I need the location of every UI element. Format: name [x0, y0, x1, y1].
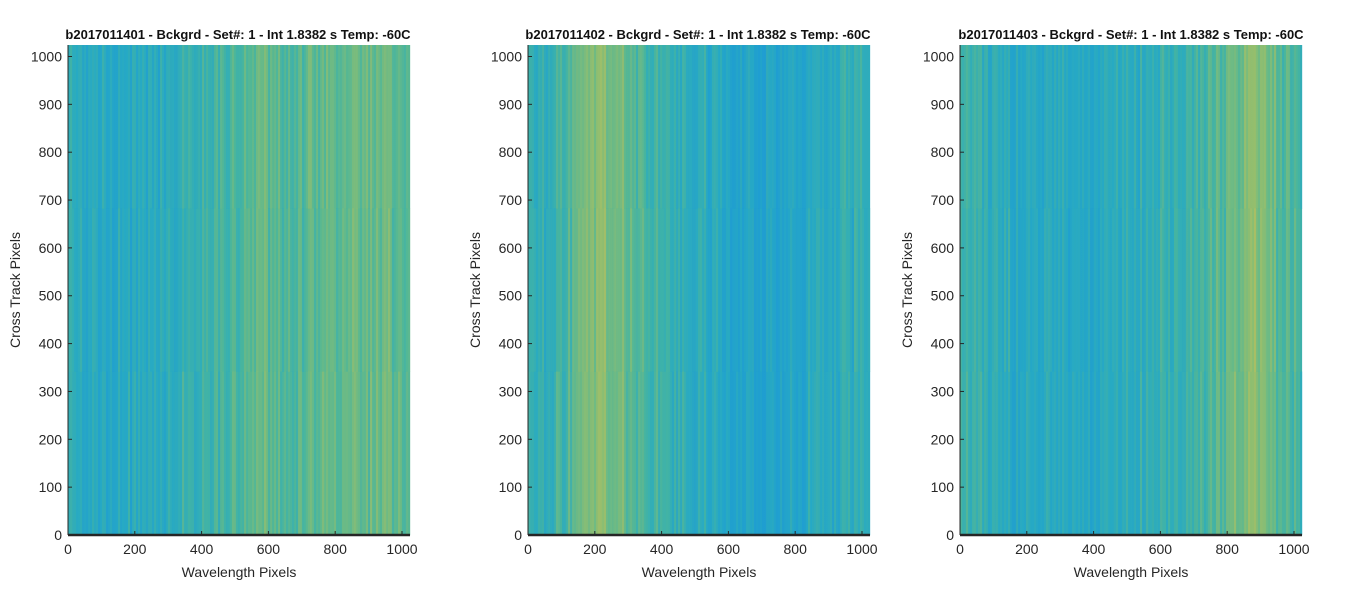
y-tick-label: 800: [39, 144, 63, 160]
y-tick-label: 400: [931, 336, 955, 352]
y-tick-label: 600: [499, 240, 523, 256]
x-tick-label: 200: [583, 541, 607, 557]
y-tick-label: 900: [499, 96, 523, 112]
y-tick-label: 500: [39, 288, 63, 304]
x-tick-label: 400: [190, 541, 214, 557]
heatmap-panel-3: 0 200 400 600 800 1000 0 100 200 300 400 500 600 700 8…: [900, 0, 1350, 600]
y-tick-label: 200: [931, 431, 955, 447]
x-axis-label: Wavelength Pixels: [1074, 564, 1189, 580]
x-tick-label: 200: [1015, 541, 1039, 557]
y-tick-label: 800: [931, 144, 955, 160]
y-tick-label: 700: [39, 192, 63, 208]
y-tick-label: 100: [499, 479, 523, 495]
y-tick-label: 1000: [491, 48, 522, 64]
y-tick-label: 400: [499, 336, 523, 352]
x-tick-label: 600: [257, 541, 281, 557]
y-tick-label: 0: [54, 527, 62, 543]
x-tick-label: 1000: [846, 541, 877, 557]
y-tick-label: 900: [39, 96, 63, 112]
x-tick-label: 400: [650, 541, 674, 557]
x-tick-label: 800: [784, 541, 808, 557]
heatmap-texture: [68, 45, 411, 536]
x-tick-label: 1000: [1278, 541, 1309, 557]
y-tick-label: 300: [39, 383, 63, 399]
y-tick-label: 0: [946, 527, 954, 543]
x-axis-label: Wavelength Pixels: [642, 564, 757, 580]
x-tick-label: 800: [1216, 541, 1240, 557]
heatmap-panel-1: 0 200 400 600 800 1000 0 100 200 300 400 500 600 700 8…: [0, 0, 450, 600]
heatmap-texture: [528, 45, 871, 536]
x-tick-label: 400: [1082, 541, 1106, 557]
y-tick-label: 200: [499, 431, 523, 447]
y-tick-label: 100: [931, 479, 955, 495]
y-tick-label: 100: [39, 479, 63, 495]
y-tick-label: 1000: [923, 48, 954, 64]
y-tick-label: 400: [39, 336, 63, 352]
y-axis-label: Cross Track Pixels: [467, 232, 483, 348]
y-tick-label: 300: [499, 383, 523, 399]
y-axis-label: Cross Track Pixels: [900, 232, 915, 348]
y-tick-label: 600: [39, 240, 63, 256]
x-tick-label: 600: [1149, 541, 1173, 557]
heatmap-texture: [960, 45, 1303, 536]
chart-title: b2017011403 - Bckgrd - Set#: 1 - Int 1.8…: [958, 27, 1304, 42]
y-tick-label: 500: [931, 288, 955, 304]
x-tick-label: 600: [717, 541, 741, 557]
y-tick-label: 1000: [31, 48, 62, 64]
y-tick-label: 800: [499, 144, 523, 160]
x-tick-label: 1000: [386, 541, 417, 557]
y-tick-label: 700: [499, 192, 523, 208]
heatmap-2-svg: 0 200 400 600 800 1000 0 100 200 300 400 500 600 700 8…: [467, 27, 878, 580]
y-tick-label: 300: [931, 383, 955, 399]
y-tick-label: 500: [499, 288, 523, 304]
y-tick-label: 200: [39, 431, 63, 447]
x-tick-label: 0: [524, 541, 532, 557]
y-axis-label: Cross Track Pixels: [7, 232, 23, 348]
x-axis-label: Wavelength Pixels: [182, 564, 297, 580]
chart-title: b2017011401 - Bckgrd - Set#: 1 - Int 1.8…: [65, 27, 411, 42]
x-tick-label: 0: [956, 541, 964, 557]
x-tick-label: 0: [64, 541, 72, 557]
y-tick-label: 0: [514, 527, 522, 543]
chart-title: b2017011402 - Bckgrd - Set#: 1 - Int 1.8…: [525, 27, 871, 42]
x-tick-label: 800: [324, 541, 348, 557]
y-tick-label: 700: [931, 192, 955, 208]
y-tick-label: 900: [931, 96, 955, 112]
heatmap-panel-2: 0 200 400 600 800 1000 0 100 200 300 400 500 600 700 8…: [450, 0, 900, 600]
heatmap-1-svg: 0 200 400 600 800 1000 0 100 200 300 400 500 600 700 8…: [7, 27, 418, 580]
x-tick-label: 200: [123, 541, 147, 557]
heatmap-3-svg: 0 200 400 600 800 1000 0 100 200 300 400 500 600 700 8…: [900, 27, 1310, 580]
y-tick-label: 600: [931, 240, 955, 256]
